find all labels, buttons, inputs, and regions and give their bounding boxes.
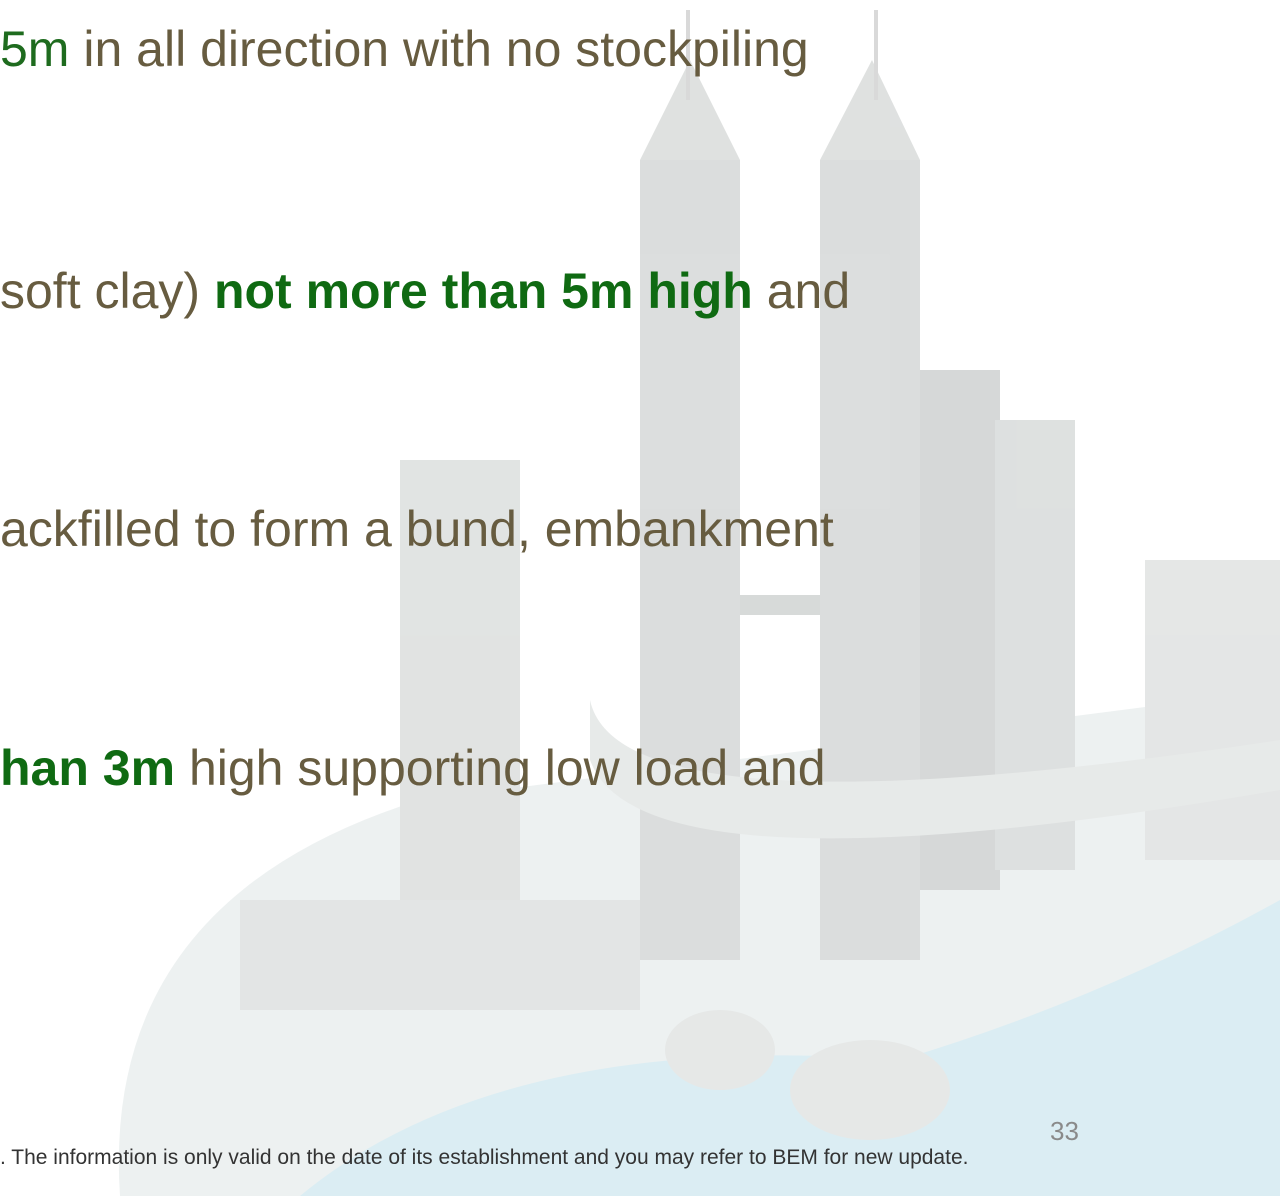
footer-note: . The information is only valid on the d… xyxy=(0,1146,969,1169)
text-segment: and xyxy=(752,263,851,319)
text-line: 5m in all direction with no stockpiling xyxy=(0,24,809,74)
emphasis-text: han 3m xyxy=(0,740,176,796)
text-line: han 3m high supporting low load and xyxy=(0,743,826,793)
text-line: soft clay) not more than 5m high and xyxy=(0,266,850,316)
text-segment: soft clay) xyxy=(0,263,214,319)
text-segment: 5m xyxy=(0,21,70,77)
page-number: 33 xyxy=(1050,1116,1079,1146)
text-segment: high supporting low load and xyxy=(175,740,826,796)
text-line: ackfilled to form a bund, embankment xyxy=(0,504,834,554)
text-segment: in all direction with no stockpiling xyxy=(69,21,809,77)
text-segment: ackfilled to form a bund, embankment xyxy=(0,501,834,557)
emphasis-text: not more than 5m high xyxy=(213,263,753,319)
